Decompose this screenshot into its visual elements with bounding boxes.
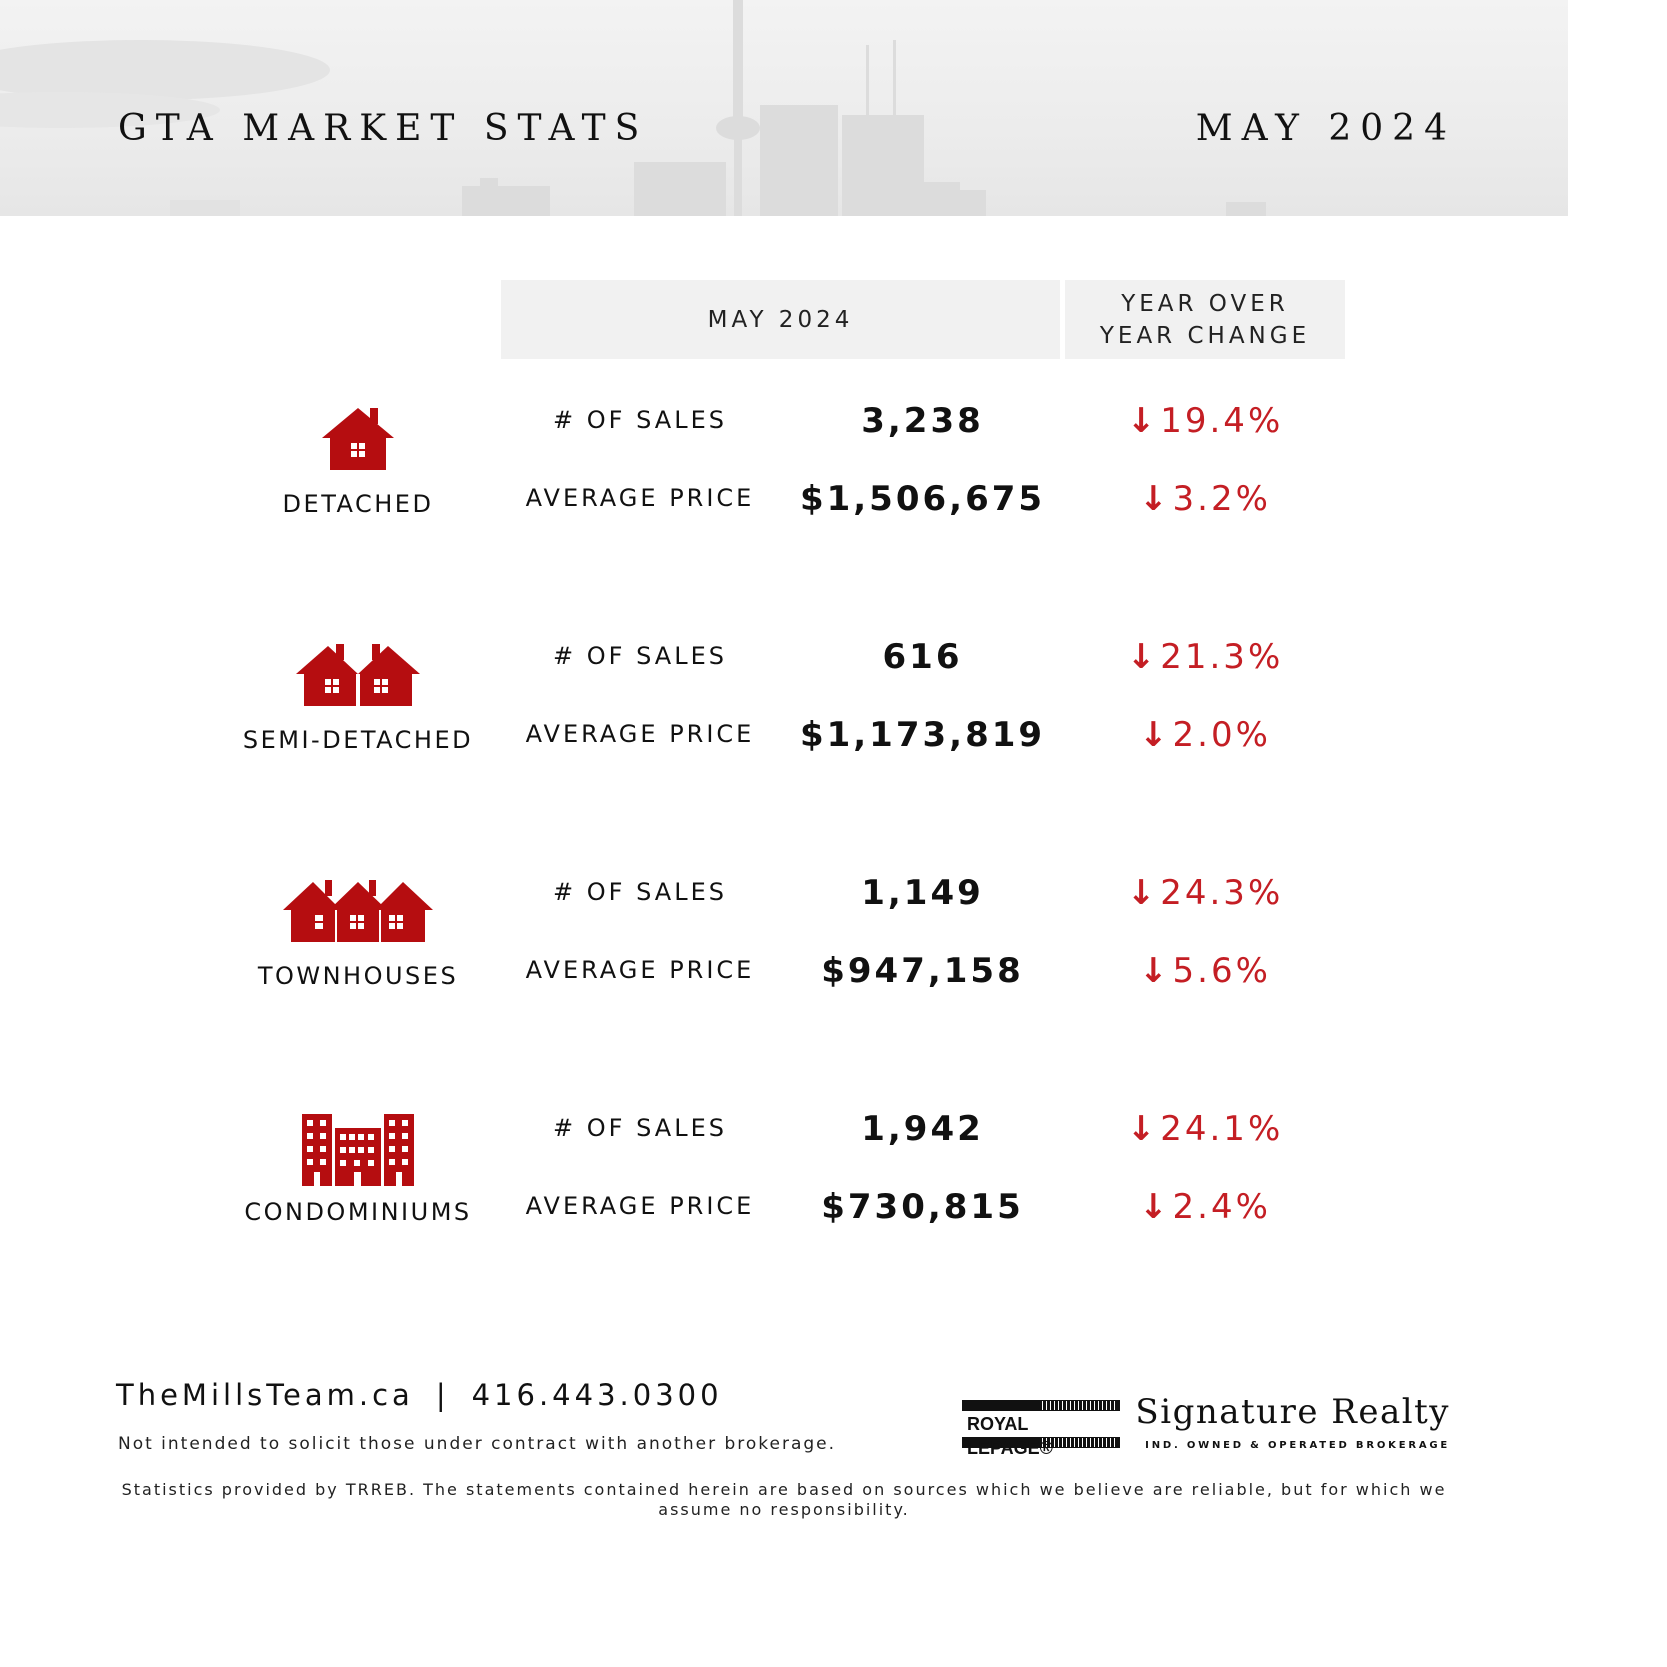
column-header-yoy-line2: YEAR CHANGE: [1099, 322, 1311, 349]
price-change-value: 2.4%: [1172, 1187, 1271, 1227]
price-change-value: 2.0%: [1172, 715, 1271, 755]
royal-lepage-logo: ROYAL LEPAGE®: [962, 1398, 1120, 1458]
section-condominiums: CONDOMINIUMS # OF SALES 1,942 ↓24.1% AVE…: [0, 1109, 1568, 1272]
down-arrow-icon: ↓: [1139, 951, 1171, 991]
property-type-label: DETACHED: [282, 490, 434, 518]
sales-label: # OF SALES: [553, 1114, 727, 1142]
sales-value: 1,149: [861, 873, 984, 913]
price-change: ↓2.4%: [1100, 1187, 1310, 1227]
sales-value: 3,238: [861, 401, 984, 441]
statistics-disclaimer: Statistics provided by TRREB. The statem…: [121, 1480, 1447, 1519]
column-header-yoy: YEAR OVER YEAR CHANGE: [1065, 280, 1345, 359]
down-arrow-icon: ↓: [1139, 479, 1171, 519]
contact-separator: |: [435, 1378, 450, 1412]
price-change: ↓2.0%: [1100, 715, 1310, 755]
header-banner: GTA MARKET STATS MAY 2024: [0, 0, 1568, 216]
price-change-value: 5.6%: [1172, 951, 1271, 991]
solicitation-disclaimer: Not intended to solicit those under cont…: [118, 1434, 837, 1454]
sales-change-value: 24.3%: [1160, 873, 1284, 913]
brokerage-name: Signature Realty: [1135, 1392, 1450, 1432]
toronto-skyline-image: [0, 0, 1266, 216]
sales-label: # OF SALES: [553, 406, 727, 434]
down-arrow-icon: ↓: [1126, 1109, 1159, 1149]
sales-change: ↓24.3%: [1100, 873, 1310, 913]
townhouses-icon: [283, 880, 433, 942]
price-change: ↓3.2%: [1100, 479, 1310, 519]
sales-change: ↓19.4%: [1100, 401, 1310, 441]
sales-change-value: 24.1%: [1160, 1109, 1284, 1149]
price-change-value: 3.2%: [1172, 479, 1271, 519]
column-header-yoy-line1: YEAR OVER: [1121, 290, 1289, 317]
down-arrow-icon: ↓: [1126, 637, 1159, 677]
condo-building-icon: [302, 1114, 414, 1186]
section-semi-detached: SEMI-DETACHED # OF SALES 616 ↓21.3% AVER…: [0, 637, 1568, 800]
column-header-month: MAY 2024: [501, 280, 1060, 359]
property-type-label: SEMI-DETACHED: [242, 726, 474, 754]
sales-value: 616: [882, 637, 963, 677]
price-label: AVERAGE PRICE: [525, 1192, 755, 1220]
semi-detached-icon: [296, 644, 420, 706]
report-date: MAY 2024: [1195, 108, 1456, 149]
brokerage-tagline: IND. OWNED & OPERATED BROKERAGE: [1145, 1440, 1450, 1451]
price-value: $1,173,819: [799, 715, 1046, 755]
price-label: AVERAGE PRICE: [525, 484, 755, 512]
price-label: AVERAGE PRICE: [525, 720, 755, 748]
price-value: $730,815: [821, 1187, 1024, 1227]
phone-number[interactable]: 416.443.0300: [471, 1378, 723, 1412]
sales-change: ↓21.3%: [1100, 637, 1310, 677]
down-arrow-icon: ↓: [1126, 873, 1159, 913]
page-title: GTA MARKET STATS: [118, 108, 649, 149]
sales-change-value: 19.4%: [1160, 401, 1284, 441]
sales-change: ↓24.1%: [1100, 1109, 1310, 1149]
price-change: ↓5.6%: [1100, 951, 1310, 991]
down-arrow-icon: ↓: [1139, 715, 1171, 755]
contact-line: TheMillsTeam.ca | 416.443.0300: [116, 1378, 723, 1412]
down-arrow-icon: ↓: [1139, 1187, 1171, 1227]
website-link[interactable]: TheMillsTeam.ca: [116, 1378, 414, 1412]
royal-lepage-wordmark: ROYAL LEPAGE®: [964, 1412, 1120, 1458]
price-value: $1,506,675: [799, 479, 1046, 519]
property-type-label: TOWNHOUSES: [257, 962, 459, 990]
sales-change-value: 21.3%: [1160, 637, 1284, 677]
price-label: AVERAGE PRICE: [525, 956, 755, 984]
price-value: $947,158: [821, 951, 1024, 991]
sales-value: 1,942: [861, 1109, 984, 1149]
section-townhouses: TOWNHOUSES # OF SALES 1,149 ↓24.3% AVERA…: [0, 873, 1568, 1036]
sales-label: # OF SALES: [553, 878, 727, 906]
sales-label: # OF SALES: [553, 642, 727, 670]
section-detached: DETACHED # OF SALES 3,238 ↓19.4% AVERAGE…: [0, 401, 1568, 564]
house-icon: [322, 408, 394, 470]
down-arrow-icon: ↓: [1126, 401, 1159, 441]
property-type-label: CONDOMINIUMS: [244, 1198, 472, 1226]
